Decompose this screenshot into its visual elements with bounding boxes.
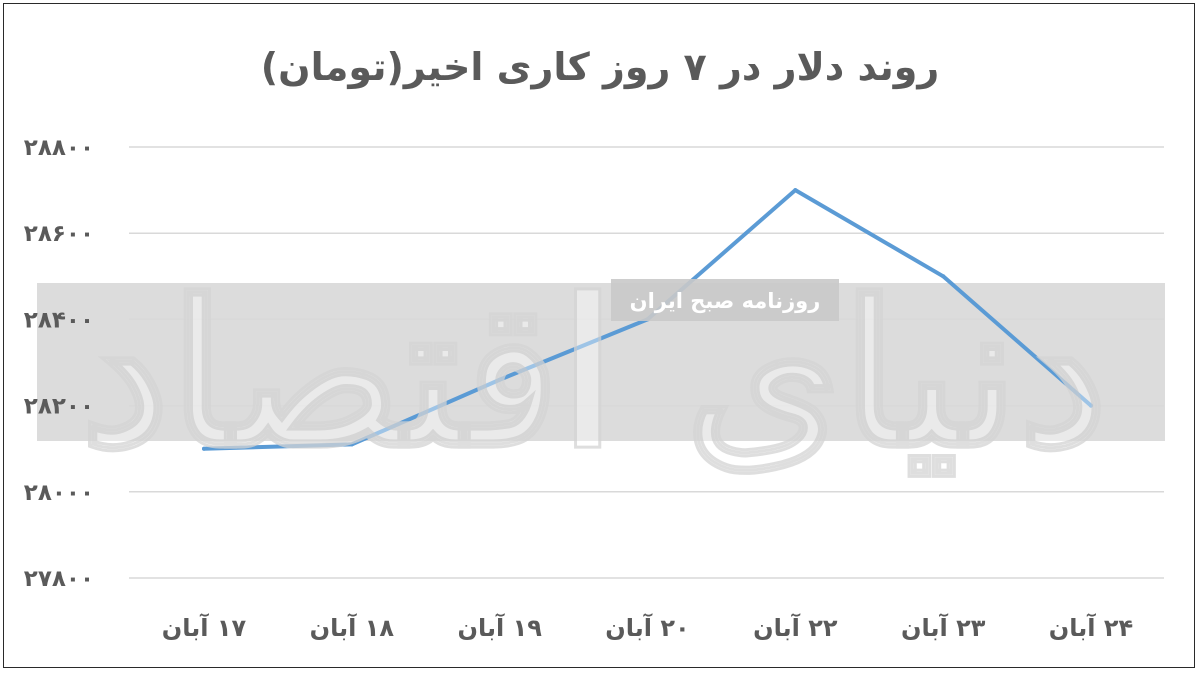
data-point <box>1089 403 1093 408</box>
x-tick-label: ۱۷ آبان <box>162 613 247 642</box>
x-axis-ticks: ۱۷ آبان ۱۸ آبان ۱۹ آبان ۲۰ آبان ۲۲ آبان ۲۳ آب… <box>162 613 1133 642</box>
data-point <box>497 377 502 382</box>
watermark-logo: دنیای اقتصاد <box>80 257 1107 492</box>
chart-frame: ۲۸۸۰۰ ۲۸۶۰۰ ۲۸۴۰۰ ۲۸۲۰۰ ۲۸۰۰۰ ۲۷۸۰۰ ۱۷ آبان ۱۸… <box>3 3 1195 668</box>
data-point <box>793 188 798 193</box>
y-tick-label: ۲۸۶۰۰ <box>24 221 94 247</box>
y-tick-label: ۲۸۸۰۰ <box>24 135 94 161</box>
line-chart: ۲۸۸۰۰ ۲۸۶۰۰ ۲۸۴۰۰ ۲۸۲۰۰ ۲۸۰۰۰ ۲۷۸۰۰ ۱۷ آبان ۱۸… <box>24 45 1165 642</box>
watermark-band <box>37 283 1165 441</box>
data-point <box>941 274 946 279</box>
y-tick-label: ۲۸۲۰۰ <box>24 394 94 420</box>
watermark-banner-text: روزنامه صبح ایران <box>630 289 821 313</box>
x-tick-label: ۱۸ آبان <box>310 613 395 642</box>
x-tick-label: ۲۰ آبان <box>605 613 689 642</box>
x-tick-label: ۲۲ آبان <box>753 613 838 642</box>
y-tick-label: ۲۸۴۰۰ <box>24 307 94 333</box>
y-axis-ticks: ۲۸۸۰۰ ۲۸۶۰۰ ۲۸۴۰۰ ۲۸۲۰۰ ۲۸۰۰۰ ۲۷۸۰۰ <box>24 135 94 592</box>
watermark-banner: روزنامه صبح ایران <box>611 279 839 321</box>
x-tick-label: ۲۴ آبان <box>1049 613 1133 642</box>
chart-title: روند دلار در ۷ روز کاری اخیر(تومان) <box>261 45 939 90</box>
y-tick-label: ۲۸۰۰۰ <box>24 480 94 506</box>
x-tick-label: ۲۳ آبان <box>901 613 986 642</box>
data-point <box>202 446 206 451</box>
x-tick-label: ۱۹ آبان <box>457 613 542 642</box>
y-tick-label: ۲۷۸۰۰ <box>24 566 94 592</box>
data-point <box>349 442 354 447</box>
